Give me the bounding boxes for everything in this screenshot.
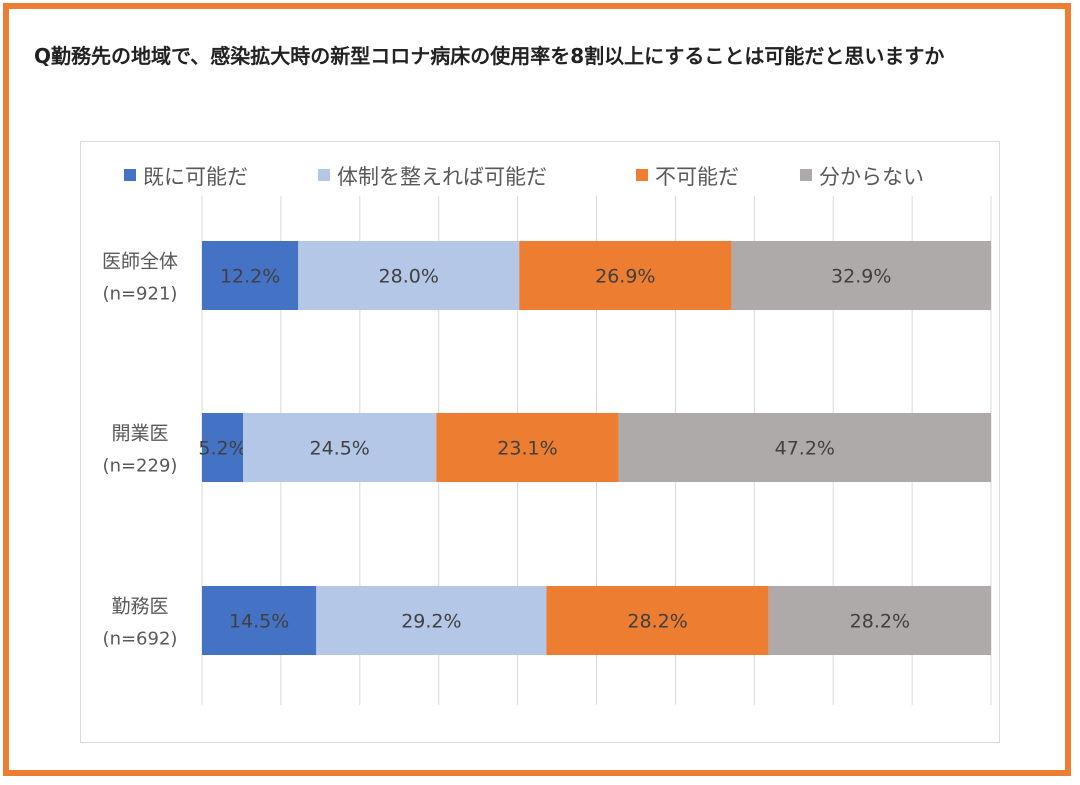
question-title: Q勤務先の地域で、感染拡大時の新型コロナ病床の使用率を8割以上にすることは可能だ…	[34, 44, 945, 68]
data-label: 14.5%	[229, 611, 289, 633]
bar-segment	[519, 241, 732, 310]
legend-label: 不可能だ	[655, 165, 739, 189]
data-label: 32.9%	[831, 266, 891, 288]
legend-swatch	[124, 169, 136, 181]
data-label: 47.2%	[775, 438, 835, 460]
legend-label: 体制を整えれば可能だ	[337, 165, 547, 189]
legend-label: 分からない	[819, 165, 924, 189]
legend-swatch	[636, 169, 648, 181]
bar-segment	[316, 586, 547, 655]
bar-segment	[731, 241, 991, 310]
legend-swatch	[318, 169, 330, 181]
bar-segment	[768, 586, 991, 655]
data-label: 29.2%	[401, 611, 461, 633]
bar-segment	[243, 413, 437, 482]
legend-swatch	[800, 169, 812, 181]
data-label: 28.2%	[627, 611, 687, 633]
bar-segment	[202, 586, 317, 655]
data-label: 28.0%	[379, 266, 439, 288]
bar-segment	[546, 586, 769, 655]
legend-label: 既に可能だ	[143, 165, 248, 189]
bar-segment	[202, 241, 299, 310]
bar-segment	[202, 413, 244, 482]
category-n-label: (n=229)	[103, 456, 178, 477]
bar-segment	[618, 413, 991, 482]
data-label: 5.2%	[198, 438, 246, 460]
data-label: 28.2%	[850, 611, 910, 633]
bar-segment	[436, 413, 619, 482]
category-n-label: (n=692)	[103, 629, 178, 650]
category-label: 医師全体	[102, 251, 178, 273]
category-n-label: (n=921)	[103, 284, 178, 305]
data-label: 26.9%	[595, 266, 655, 288]
data-label: 24.5%	[310, 438, 370, 460]
data-label: 12.2%	[220, 266, 280, 288]
data-label: 23.1%	[497, 438, 557, 460]
category-label: 勤務医	[111, 596, 168, 618]
category-label: 開業医	[111, 423, 168, 445]
bar-segment	[298, 241, 520, 310]
